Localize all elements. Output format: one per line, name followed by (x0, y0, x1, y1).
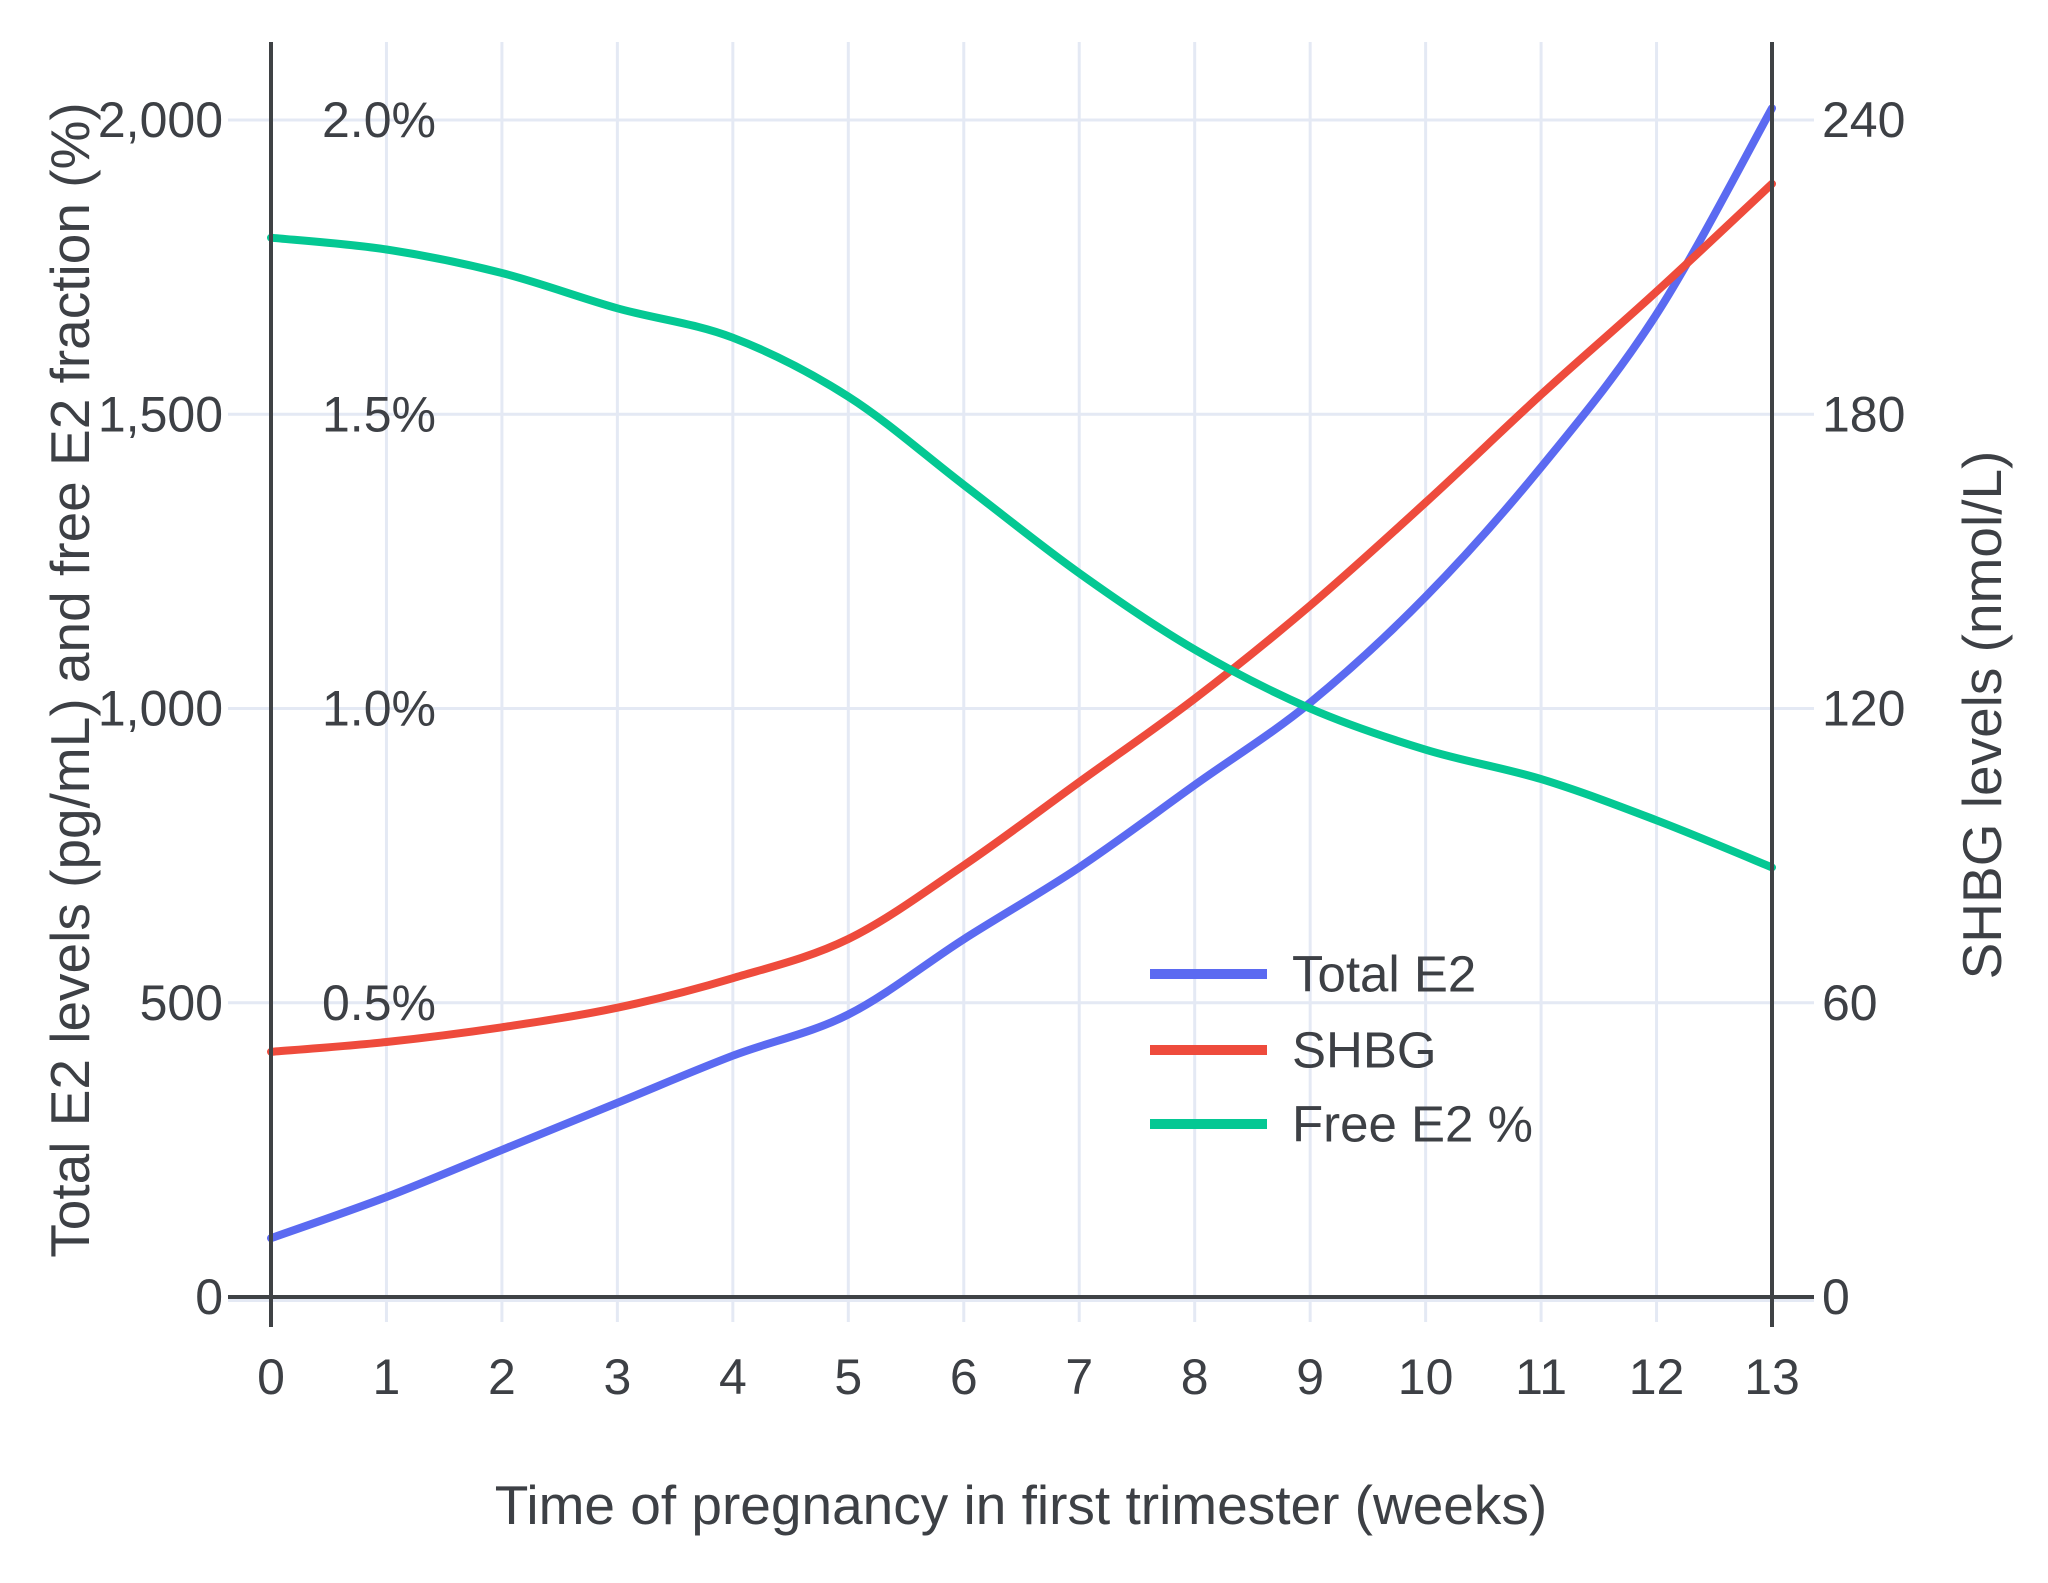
left-axis-tick-2000: 2,000 (98, 92, 223, 148)
left-axis-tick-500: 500 (140, 975, 223, 1031)
legend-item-free-e2[interactable]: Free E2 % (1150, 1096, 1533, 1153)
x-tick-1: 1 (373, 1349, 401, 1405)
x-tick-7: 7 (1065, 1349, 1093, 1405)
axes-layer (228, 42, 1814, 1327)
x-tick-11: 11 (1515, 1349, 1567, 1405)
percent-tick-2000: 2.0% (322, 92, 436, 148)
legend-label-total-e2: Total E2 (1292, 946, 1476, 1003)
x-tick-13: 13 (1744, 1349, 1800, 1405)
x-tick-10: 10 (1398, 1349, 1454, 1405)
percent-tick-1500: 1.5% (322, 386, 436, 442)
left-axis-tick-1000: 1,000 (98, 681, 223, 737)
x-tick-3: 3 (603, 1349, 631, 1405)
legend: Total E2 SHBG Free E2 % (1150, 946, 1533, 1153)
legend-label-shbg: SHBG (1292, 1022, 1437, 1079)
right-axis-tick-60: 60 (1822, 975, 1878, 1031)
x-tick-4: 4 (719, 1349, 747, 1405)
x-tick-0: 0 (257, 1349, 285, 1405)
legend-label-free-e2: Free E2 % (1292, 1096, 1533, 1153)
right-axis-tick-240: 240 (1822, 92, 1905, 148)
series-layer (267, 104, 1776, 1243)
legend-item-total-e2[interactable]: Total E2 (1150, 946, 1476, 1003)
x-tick-5: 5 (834, 1349, 862, 1405)
x-tick-9: 9 (1296, 1349, 1324, 1405)
x-tick-2: 2 (488, 1349, 516, 1405)
series-line-free-e2 (267, 233, 1776, 872)
right-axis-tick-120: 120 (1822, 681, 1905, 737)
percent-tick-500: 0.5% (322, 975, 436, 1031)
series-line-total-e2 (267, 104, 1776, 1243)
series-line-shbg (267, 179, 1776, 1056)
x-tick-12: 12 (1629, 1349, 1685, 1405)
left-axis-tick-1500: 1,500 (98, 386, 223, 442)
x-tick-8: 8 (1181, 1349, 1209, 1405)
gridlines-layer (228, 42, 1814, 1322)
right-axis-tick-0: 0 (1822, 1269, 1850, 1325)
right-axis-tick-180: 180 (1822, 386, 1905, 442)
legend-item-shbg[interactable]: SHBG (1150, 1022, 1437, 1079)
left-axis-tick-0: 0 (195, 1269, 223, 1325)
x-tick-6: 6 (950, 1349, 978, 1405)
percent-tick-1000: 1.0% (322, 681, 436, 737)
